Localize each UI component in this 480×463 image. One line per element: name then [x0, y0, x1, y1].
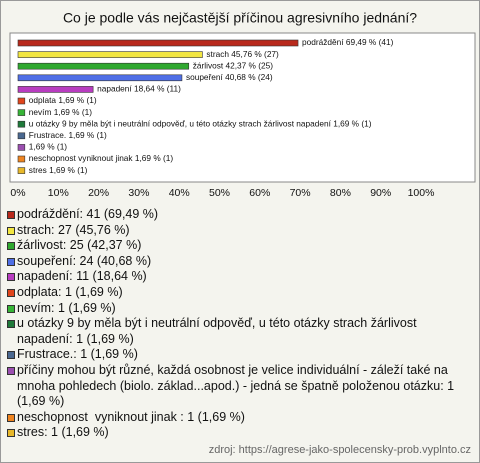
bar-label: u otázky 9 by měla být i neutrální odpov… — [29, 118, 372, 128]
legend-text: příčiny mohou být různé, každá osobnost … — [17, 362, 458, 409]
legend-text: soupeření: 24 (40,68 %) — [17, 253, 152, 268]
legend-item: Frustrace.: 1 (1,69 %) — [7, 347, 473, 363]
legend-swatch — [7, 351, 15, 360]
legend-swatch — [7, 257, 15, 266]
legend-swatch — [7, 413, 15, 422]
bar-label: stres 1,69 % (1) — [29, 165, 88, 175]
legend-item: odplata: 1 (1,69 %) — [7, 285, 473, 301]
legend-swatch — [7, 320, 15, 329]
bar-label: nevím 1,69 % (1) — [29, 107, 92, 117]
bar — [17, 86, 94, 93]
legend-swatch — [7, 366, 15, 375]
legend-item: u otázky 9 by měla být i neutrální odpov… — [7, 316, 473, 347]
legend-item: neschopnost vyniknout jinak : 1 (1,69 %) — [7, 410, 473, 426]
legend-item: strach: 27 (45,76 %) — [7, 223, 473, 239]
x-tick-label: 80% — [330, 187, 351, 199]
legend-swatch — [7, 429, 15, 438]
legend-text: nevím: 1 (1,69 %) — [17, 300, 116, 315]
bar — [17, 109, 26, 116]
legend-swatch — [7, 304, 15, 313]
legend-text: odplata: 1 (1,69 %) — [17, 284, 123, 299]
x-tick-label: 90% — [370, 187, 391, 199]
legend-swatch — [7, 273, 15, 282]
bar — [17, 74, 183, 82]
legend-text: strach: 27 (45,76 %) — [17, 222, 130, 237]
bar — [17, 120, 26, 128]
legend: podráždění: 41 (69,49 %) strach: 27 (45,7… — [7, 207, 473, 441]
legend-item: podráždění: 41 (69,49 %) — [7, 207, 473, 223]
legend-item: nevím: 1 (1,69 %) — [7, 301, 473, 317]
chart: Co je podle vás nejčastější příčinou agr… — [9, 10, 476, 199]
x-tick-label: 20% — [88, 187, 109, 199]
x-tick-label: 60% — [249, 187, 270, 199]
legend-item: žárlivost: 25 (42,37 %) — [7, 238, 473, 254]
legend-swatch — [7, 242, 15, 251]
bar — [17, 167, 26, 174]
bar-label: neschopnost vyniknout jinak 1,69 % (1) — [29, 153, 174, 163]
legend-item: stres: 1 (1,69 %) — [7, 425, 473, 441]
x-tick-label: 30% — [128, 187, 149, 199]
legend-item: soupeření: 24 (40,68 %) — [7, 254, 473, 270]
legend-swatch — [7, 211, 15, 219]
bar — [17, 51, 203, 58]
legend-swatch — [7, 226, 15, 235]
x-tick-label: 0% — [10, 187, 25, 199]
x-tick-label: 100% — [408, 187, 435, 199]
legend-item: příčiny mohou být různé, každá osobnost … — [7, 363, 473, 410]
x-tick-label: 70% — [290, 187, 311, 199]
legend-text: napadení: 11 (18,64 %) — [17, 269, 147, 284]
legend-item: napadení: 11 (18,64 %) — [7, 269, 473, 285]
bar-label: 1,69 % (1) — [29, 142, 68, 152]
bar — [17, 132, 26, 140]
bar-label: soupeření 40,68 % (24) — [186, 72, 273, 82]
bar — [17, 155, 26, 163]
legend-text: podráždění: 41 (69,49 %) — [17, 207, 159, 221]
bar — [17, 144, 26, 151]
x-tick-label: 40% — [169, 187, 190, 199]
legend-swatch — [7, 288, 15, 297]
legend-text: neschopnost vyniknout jinak : 1 (1,69 %) — [17, 409, 245, 424]
bar-label: Frustrace. 1,69 % (1) — [29, 130, 107, 140]
bar — [17, 39, 299, 47]
bar-label: odplata 1,69 % (1) — [29, 95, 97, 105]
chart-title: Co je podle vás nejčastější příčinou agr… — [63, 10, 417, 26]
legend-text: žárlivost: 25 (42,37 %) — [17, 238, 142, 253]
x-tick-label: 10% — [48, 187, 69, 199]
bar — [17, 62, 190, 70]
bar — [17, 97, 26, 105]
bar-label: strach 45,76 % (27) — [206, 49, 279, 59]
legend-text: stres: 1 (1,69 %) — [17, 425, 109, 440]
legend-text: u otázky 9 by měla být i neutrální odpov… — [17, 316, 421, 346]
legend-text: Frustrace.: 1 (1,69 %) — [17, 347, 138, 362]
bar-label: napadení 18,64 % (11) — [97, 84, 181, 94]
x-tick-label: 50% — [209, 187, 230, 199]
bar-label: žárlivost 42,37 % (25) — [193, 60, 273, 70]
bar-label: podráždění 69,49 % (41) — [302, 37, 394, 47]
source: zdroj: https://agrese-jako-spolecensky-p… — [208, 444, 471, 456]
